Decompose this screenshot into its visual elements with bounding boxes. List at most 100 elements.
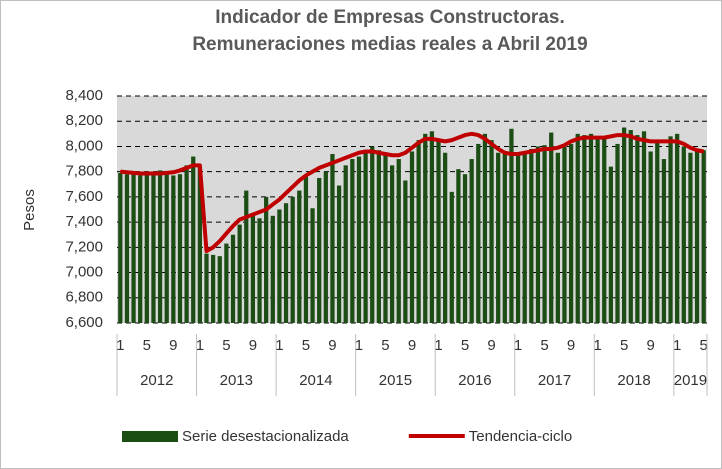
y-tick-label: 8,200 bbox=[65, 112, 103, 129]
year-label: 2017 bbox=[538, 372, 571, 389]
bar bbox=[515, 152, 521, 323]
bar bbox=[204, 253, 209, 323]
bar bbox=[191, 156, 196, 323]
bar bbox=[277, 209, 282, 323]
bar bbox=[509, 128, 514, 323]
year-label: 2015 bbox=[379, 372, 412, 389]
bar bbox=[542, 145, 547, 323]
chart-title: Indicador de Empresas Constructoras. bbox=[215, 7, 565, 28]
y-tick-label: 8,000 bbox=[65, 137, 103, 154]
bar bbox=[310, 208, 315, 323]
bar bbox=[681, 146, 686, 323]
bar bbox=[144, 171, 149, 323]
bar bbox=[257, 218, 262, 323]
bar bbox=[250, 215, 256, 323]
bar bbox=[661, 159, 667, 323]
x-tick-label: 5 bbox=[222, 337, 230, 354]
x-tick-label: 1 bbox=[196, 337, 204, 354]
x-tick-label: 1 bbox=[355, 337, 363, 354]
bar bbox=[641, 131, 647, 323]
chart-title: Remuneraciones medias reales a Abril 201… bbox=[192, 34, 587, 55]
bar bbox=[224, 243, 229, 323]
bar bbox=[270, 215, 275, 323]
bar bbox=[217, 256, 222, 323]
year-label: 2013 bbox=[220, 372, 253, 389]
x-tick-label: 1 bbox=[116, 337, 124, 354]
bar bbox=[211, 254, 216, 323]
bar bbox=[124, 174, 130, 323]
bar bbox=[562, 146, 567, 323]
x-tick-label: 9 bbox=[328, 337, 336, 354]
x-tick-label: 5 bbox=[461, 337, 469, 354]
bar bbox=[184, 165, 189, 323]
x-tick-label: 9 bbox=[646, 337, 654, 354]
x-tick-label: 1 bbox=[275, 337, 283, 354]
bar bbox=[615, 143, 620, 323]
y-tick-label: 6,600 bbox=[65, 314, 103, 331]
bar bbox=[449, 191, 454, 323]
y-tick-label: 6,800 bbox=[65, 289, 103, 306]
year-label: 2016 bbox=[458, 372, 491, 389]
bar bbox=[164, 171, 169, 323]
x-tick-label: 5 bbox=[143, 337, 151, 354]
x-tick-label: 1 bbox=[593, 337, 601, 354]
bar bbox=[356, 156, 362, 323]
bar bbox=[443, 152, 448, 323]
bar bbox=[635, 135, 640, 323]
bar bbox=[694, 148, 700, 323]
bar bbox=[283, 203, 289, 323]
x-tick-label: 1 bbox=[673, 337, 681, 354]
bar bbox=[608, 166, 613, 323]
bar bbox=[171, 175, 176, 323]
bar bbox=[595, 136, 600, 323]
bar bbox=[456, 169, 461, 323]
bar bbox=[118, 172, 123, 323]
bar bbox=[403, 180, 408, 323]
year-label: 2012 bbox=[140, 372, 173, 389]
bar bbox=[429, 131, 435, 323]
bar bbox=[436, 141, 441, 323]
bar bbox=[588, 133, 594, 323]
x-tick-label: 5 bbox=[620, 337, 628, 354]
bar bbox=[317, 177, 322, 323]
bar bbox=[230, 234, 236, 323]
bar bbox=[535, 146, 541, 323]
year-label: 2014 bbox=[299, 372, 332, 389]
bar bbox=[648, 151, 653, 323]
legend-label: Tendencia-ciclo bbox=[469, 428, 572, 445]
year-label: 2018 bbox=[617, 372, 650, 389]
bar bbox=[529, 148, 534, 323]
bar bbox=[582, 135, 587, 323]
bar bbox=[350, 159, 355, 323]
bar bbox=[555, 152, 560, 323]
y-tick-label: 8,400 bbox=[65, 87, 103, 104]
bar bbox=[151, 172, 156, 323]
bar bbox=[197, 166, 202, 323]
bar bbox=[290, 196, 295, 323]
y-tick-label: 7,600 bbox=[65, 188, 103, 205]
trend-line bbox=[120, 131, 705, 254]
bar bbox=[363, 151, 368, 323]
bar bbox=[336, 185, 342, 323]
bar bbox=[244, 190, 249, 323]
y-tick-label: 7,400 bbox=[65, 213, 103, 230]
bar bbox=[409, 151, 415, 323]
bar bbox=[701, 150, 706, 323]
bar bbox=[370, 146, 375, 323]
bar bbox=[383, 152, 388, 323]
bar bbox=[668, 136, 673, 323]
bar bbox=[330, 154, 335, 323]
bar bbox=[522, 152, 527, 323]
bar bbox=[131, 172, 136, 323]
bar bbox=[237, 224, 242, 323]
bar bbox=[264, 196, 269, 323]
bar bbox=[177, 174, 183, 323]
bar bbox=[376, 150, 381, 323]
y-tick-label: 7,200 bbox=[65, 238, 103, 255]
bar bbox=[157, 170, 163, 323]
bar bbox=[469, 159, 474, 323]
bar bbox=[496, 152, 501, 323]
x-tick-label: 5 bbox=[302, 337, 310, 354]
bar bbox=[303, 176, 309, 323]
bar bbox=[489, 140, 494, 323]
